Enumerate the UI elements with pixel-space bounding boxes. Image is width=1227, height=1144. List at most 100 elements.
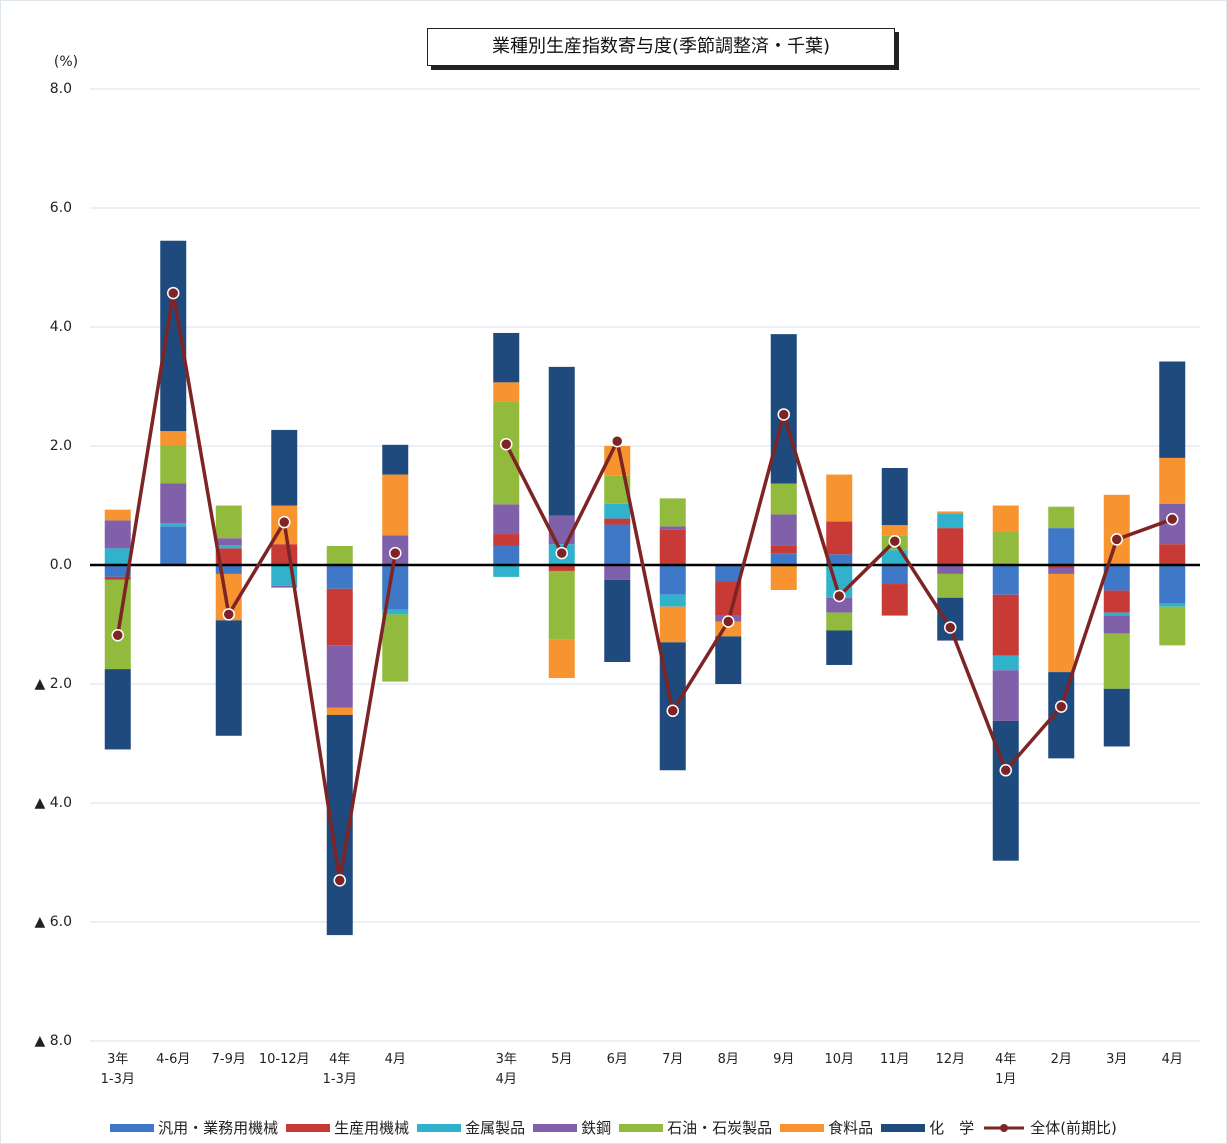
total-point	[222, 608, 235, 621]
x-tick-label: 7-9月	[211, 1052, 246, 1067]
bar-segment	[326, 707, 353, 715]
total-point	[888, 534, 901, 548]
total-point	[1055, 700, 1068, 713]
y-axis-unit: (%)	[54, 54, 78, 70]
bar-segment	[826, 474, 853, 522]
bar-segment	[770, 565, 797, 590]
y-tick-label: ▲ 2.0	[35, 676, 72, 692]
x-tick-label: 4-6月	[156, 1052, 191, 1067]
legend-item: 汎用・業務用機械	[110, 1117, 278, 1138]
y-tick-label: 8.0	[50, 81, 72, 97]
bar-segment	[604, 518, 631, 525]
y-tick-label: ▲ 8.0	[35, 1033, 72, 1049]
bar-segment	[992, 655, 1019, 671]
y-tick-label: 0.0	[50, 557, 72, 573]
bar-segment	[659, 606, 686, 643]
bar-segment	[160, 523, 187, 527]
bar-segment	[160, 526, 187, 565]
total-point	[389, 546, 402, 560]
bar-segment	[1103, 615, 1130, 634]
legend-item: 生産用機械	[286, 1117, 409, 1138]
bar-segment	[881, 584, 908, 616]
bar-segment	[604, 565, 631, 580]
bar-segment	[104, 576, 131, 580]
legend-label: 石油・石炭製品	[667, 1119, 773, 1137]
x-tick-label: 8月	[717, 1052, 739, 1067]
bar-segment	[1159, 603, 1186, 607]
bar-segment	[1048, 506, 1075, 529]
bar-segment	[826, 630, 853, 665]
x-tick-label: 5月	[551, 1052, 573, 1067]
y-tick-label: 6.0	[50, 200, 72, 216]
legend-item: 石油・石炭製品	[619, 1117, 772, 1138]
legend-label: 汎用・業務用機械	[158, 1119, 279, 1137]
y-tick-label: 2.0	[50, 438, 72, 454]
legend-label: 化 学	[929, 1119, 975, 1137]
total-point	[666, 704, 679, 718]
bar-segment	[937, 528, 964, 565]
x-tick-label: 12月	[935, 1052, 966, 1067]
bar-segment	[826, 554, 853, 565]
total-point	[1110, 533, 1123, 546]
bar-segment	[493, 504, 520, 535]
bar-segment	[1048, 565, 1075, 568]
x-tick-label: 3年 1-3月	[100, 1052, 135, 1087]
bar-segment	[1103, 494, 1130, 565]
bar-segment	[881, 565, 908, 585]
bar-segment	[493, 565, 520, 577]
bar-segment	[826, 521, 853, 555]
bars	[104, 240, 1186, 936]
x-tick-label: 6月	[606, 1052, 628, 1067]
bar-segment	[271, 585, 298, 588]
bar-segment	[548, 570, 575, 640]
bar-segment	[715, 636, 742, 684]
bar-segment	[659, 565, 686, 595]
bar-segment	[382, 614, 409, 682]
x-tick-label: 4月	[1161, 1052, 1183, 1067]
bar-segment	[382, 444, 409, 475]
bar-segment	[659, 498, 686, 527]
bar-segment	[937, 511, 964, 514]
x-tick-label: 4年 1月	[995, 1052, 1017, 1087]
total-point	[500, 437, 513, 451]
bar-segment	[1103, 612, 1130, 616]
bar-segment	[992, 531, 1019, 565]
bar-segment	[1103, 633, 1130, 689]
bar-segment	[826, 597, 853, 613]
total-point	[333, 874, 346, 887]
legend-label: 鉄鋼	[581, 1119, 612, 1137]
legend-swatch	[110, 1123, 155, 1132]
total-point	[611, 434, 624, 448]
bar-segment	[1159, 457, 1186, 504]
bar-segment	[326, 588, 353, 646]
legend-dot	[1000, 1123, 1009, 1132]
bar-segment	[160, 446, 187, 484]
legend: 汎用・業務用機械 生産用機械 金属製品 鉄鋼 石油・石炭製品 食料品 化 学 全体(前期比)	[0, 1117, 1227, 1138]
total-point	[999, 764, 1012, 777]
bar-segment	[826, 612, 853, 631]
legend-item: 全体(前期比)	[982, 1117, 1117, 1138]
bar-segment	[1048, 573, 1075, 673]
x-tick-label: 4年 1-3月	[322, 1052, 357, 1087]
bar-segment	[160, 431, 187, 446]
bar-segment	[493, 382, 520, 402]
bar-segment	[1048, 567, 1075, 574]
bar-segment	[493, 332, 520, 383]
x-tick-label: 4月	[384, 1052, 406, 1067]
bar-segment	[493, 545, 520, 565]
x-tick-label: 11月	[879, 1052, 910, 1067]
total-point	[833, 589, 846, 603]
x-tick-label: 9月	[773, 1052, 795, 1067]
bar-segment	[382, 474, 409, 536]
bar-segment	[1159, 606, 1186, 646]
legend-label: 金属製品	[465, 1119, 526, 1137]
bar-segment	[326, 565, 353, 589]
total-point	[278, 515, 291, 529]
total-point	[167, 286, 180, 300]
bar-segment	[604, 524, 631, 565]
bar-segment	[937, 565, 964, 574]
bar-segment	[382, 609, 409, 615]
x-tick-label: 3月	[1106, 1052, 1128, 1067]
bar-segment	[215, 548, 242, 565]
x-tick-label: 7月	[662, 1052, 684, 1067]
